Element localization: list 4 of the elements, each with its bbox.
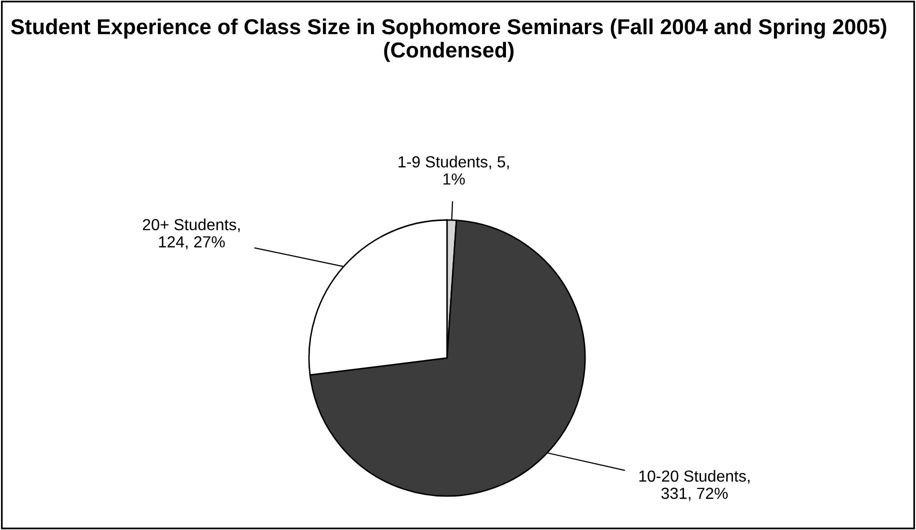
slice-label: 10-20 Students, 331, 72% xyxy=(639,470,750,501)
slice-label: 1-9 Students, 5, 1% xyxy=(398,156,509,185)
chart-title: Student Experience of Class Size in Sophomore Seminars (Fall 2004 and Spring 2005) (Condensed) xyxy=(11,18,886,62)
slice-label: 20+ Students, 124, 27% xyxy=(142,218,240,250)
